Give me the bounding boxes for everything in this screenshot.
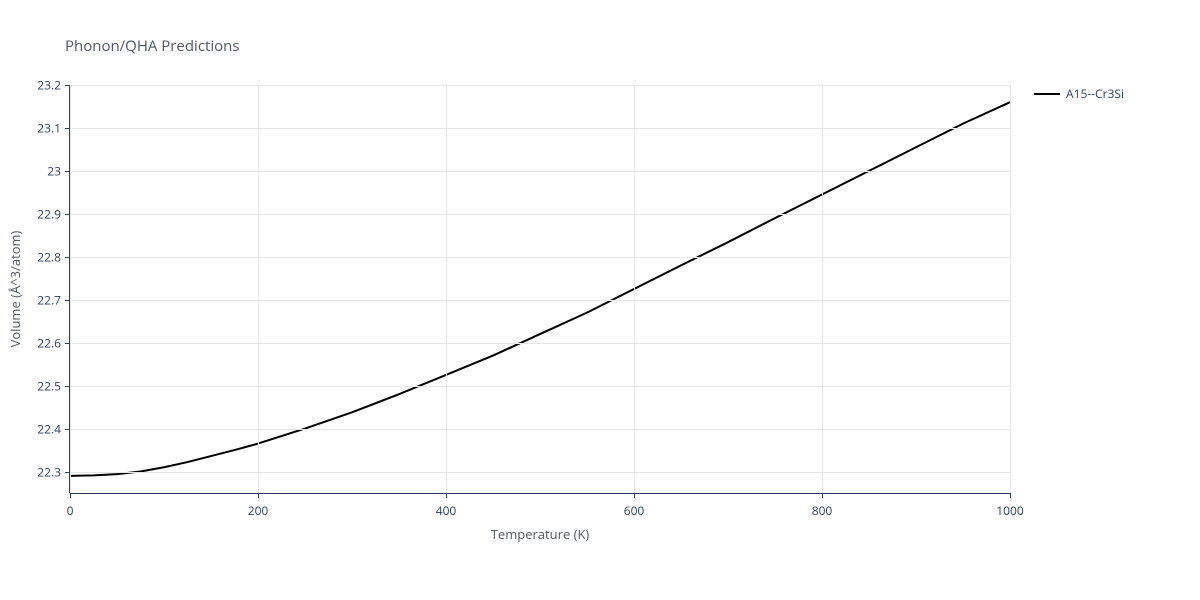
y-gridline — [70, 472, 1010, 473]
x-gridline — [1010, 85, 1011, 493]
legend-label: A15--Cr3Si — [1066, 85, 1124, 102]
y-gridline — [70, 343, 1010, 344]
x-axis-title: Temperature (K) — [491, 525, 590, 543]
x-tick-label: 0 — [67, 502, 74, 519]
y-tick-label: 22.3 — [37, 463, 61, 480]
y-gridline — [70, 171, 1010, 172]
x-tick-label: 800 — [812, 502, 833, 519]
legend: A15--Cr3Si — [1034, 85, 1124, 102]
y-tick-label: 22.7 — [37, 291, 61, 308]
series-layer — [70, 85, 1010, 493]
chart-title: Phonon/QHA Predictions — [65, 36, 240, 56]
x-gridline — [446, 85, 447, 493]
x-tick-label: 600 — [624, 502, 645, 519]
y-tick-label: 22.9 — [37, 205, 61, 222]
plot-area — [70, 85, 1010, 493]
y-tick-label: 22.8 — [37, 248, 61, 265]
y-tick-label: 23.2 — [37, 77, 61, 94]
x-tick-mark — [1010, 493, 1011, 498]
legend-swatch — [1034, 89, 1060, 99]
y-gridline — [70, 85, 1010, 86]
series-line — [70, 102, 1010, 476]
y-gridline — [70, 386, 1010, 387]
y-tick-label: 22.4 — [37, 420, 61, 437]
y-tick-label: 22.5 — [37, 377, 61, 394]
x-tick-label: 400 — [436, 502, 457, 519]
y-gridline — [70, 214, 1010, 215]
y-gridline — [70, 257, 1010, 258]
x-tick-label: 200 — [248, 502, 269, 519]
y-gridline — [70, 300, 1010, 301]
y-tick-label: 22.6 — [37, 334, 61, 351]
y-axis-line — [69, 85, 70, 493]
y-axis-title: Volume (Å^3/atom) — [6, 231, 24, 348]
y-gridline — [70, 429, 1010, 430]
x-gridline — [634, 85, 635, 493]
y-tick-label: 23 — [47, 162, 61, 179]
chart-container: Phonon/QHA Predictions Volume (Å^3/atom)… — [0, 0, 1200, 600]
y-gridline — [70, 128, 1010, 129]
x-axis-line — [70, 493, 1010, 494]
x-tick-label: 1000 — [996, 502, 1023, 519]
y-tick-label: 23.1 — [37, 119, 61, 136]
legend-item[interactable]: A15--Cr3Si — [1034, 85, 1124, 102]
x-gridline — [70, 85, 71, 493]
x-gridline — [258, 85, 259, 493]
x-gridline — [822, 85, 823, 493]
